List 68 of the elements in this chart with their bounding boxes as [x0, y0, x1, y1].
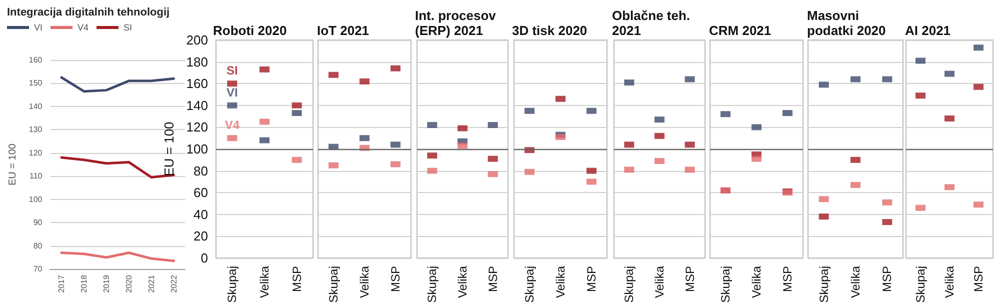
chart-title: 3D tisk 2020	[512, 23, 588, 38]
x-tick-label: Skupaj	[622, 266, 636, 303]
series-label: SI	[226, 64, 238, 78]
series-label: VI	[226, 85, 238, 100]
x-tick-label: Velika	[554, 266, 568, 298]
y-tick-label: 200	[186, 32, 208, 48]
x-tick-label: MSP	[972, 266, 986, 292]
x-tick-label: MSP	[780, 266, 794, 292]
y-tick-label: 140	[28, 102, 43, 111]
x-tick-label: Skupaj	[914, 266, 928, 303]
y-tick-label: 120	[186, 120, 208, 135]
y-tick-label: 130	[28, 125, 43, 134]
chart-title: Integracija digitalnih tehnologij	[7, 6, 170, 18]
x-tick-label: Velika	[942, 266, 956, 298]
y-axis-title: EU = 100	[8, 143, 18, 186]
chart-title: CRM 2021	[709, 23, 772, 38]
x-tick-label: Velika	[358, 266, 372, 298]
y-tick-label: 80	[194, 163, 208, 178]
y-axis-title: EU = 100	[161, 122, 176, 176]
x-tick-label: Skupaj	[425, 266, 440, 303]
y-tick-label: 80	[33, 241, 43, 250]
legend-label: VI	[34, 22, 43, 32]
x-tick-label: Skupaj	[225, 266, 240, 303]
x-tick-label: Velika	[258, 266, 272, 298]
x-tick-label: Velika	[456, 266, 470, 298]
y-tick-label: 40	[194, 206, 208, 222]
chart-title: Int. procesov (ERP) 2021	[415, 8, 500, 38]
y-tick-label: 100	[28, 194, 43, 204]
y-tick-label: 150	[28, 78, 43, 88]
y-tick-label: 120	[28, 148, 43, 158]
x-tick-label: Velika	[652, 266, 666, 298]
x-tick-label: MSP	[584, 266, 598, 292]
chart-title: IoT 2021	[317, 23, 370, 38]
x-tick-label: Skupaj	[718, 266, 732, 303]
x-tick-label: Skupaj	[522, 266, 536, 303]
y-tick-label: 100	[186, 142, 208, 156]
x-tick-label: Skupaj	[326, 266, 340, 303]
x-tick-label: MSP	[682, 266, 697, 292]
chart-title: Masovni podatki 2020	[807, 8, 886, 38]
y-tick-label: 60	[194, 185, 208, 200]
x-tick-label: 2018	[79, 274, 88, 293]
legend-label: SI	[124, 22, 132, 32]
x-tick-label: 2019	[102, 274, 111, 293]
x-tick-label: MSP	[486, 266, 500, 292]
y-tick-label: 140	[186, 98, 208, 113]
y-tick-label: 160	[28, 56, 43, 64]
x-tick-label: 2020	[124, 274, 134, 293]
y-tick-label: 0	[200, 250, 208, 266]
series-label: V4	[224, 118, 240, 132]
x-tick-label: Velika	[750, 266, 764, 298]
x-tick-label: 2017	[56, 274, 66, 293]
x-tick-label: MSP	[880, 266, 894, 292]
y-tick-label: 160	[186, 76, 208, 92]
x-tick-label: 2021	[146, 274, 156, 293]
x-tick-label: 2022	[169, 274, 178, 293]
chart-title: Oblačne teh. 2021	[612, 8, 694, 38]
x-tick-label: MSP	[290, 266, 304, 292]
chart-title: AI 2021	[905, 23, 951, 38]
y-tick-label: 180	[186, 54, 208, 70]
x-tick-label: Skupaj	[816, 266, 831, 303]
y-tick-label: 20	[194, 228, 208, 244]
y-tick-label: 110	[29, 172, 43, 181]
y-tick-label: 70	[33, 264, 43, 274]
x-tick-label: MSP	[388, 266, 402, 292]
y-tick-label: 90	[33, 218, 43, 228]
legend-label: V4	[78, 22, 89, 32]
chart-title: Roboti 2020	[213, 23, 287, 38]
x-tick-label: Velika	[848, 266, 862, 298]
